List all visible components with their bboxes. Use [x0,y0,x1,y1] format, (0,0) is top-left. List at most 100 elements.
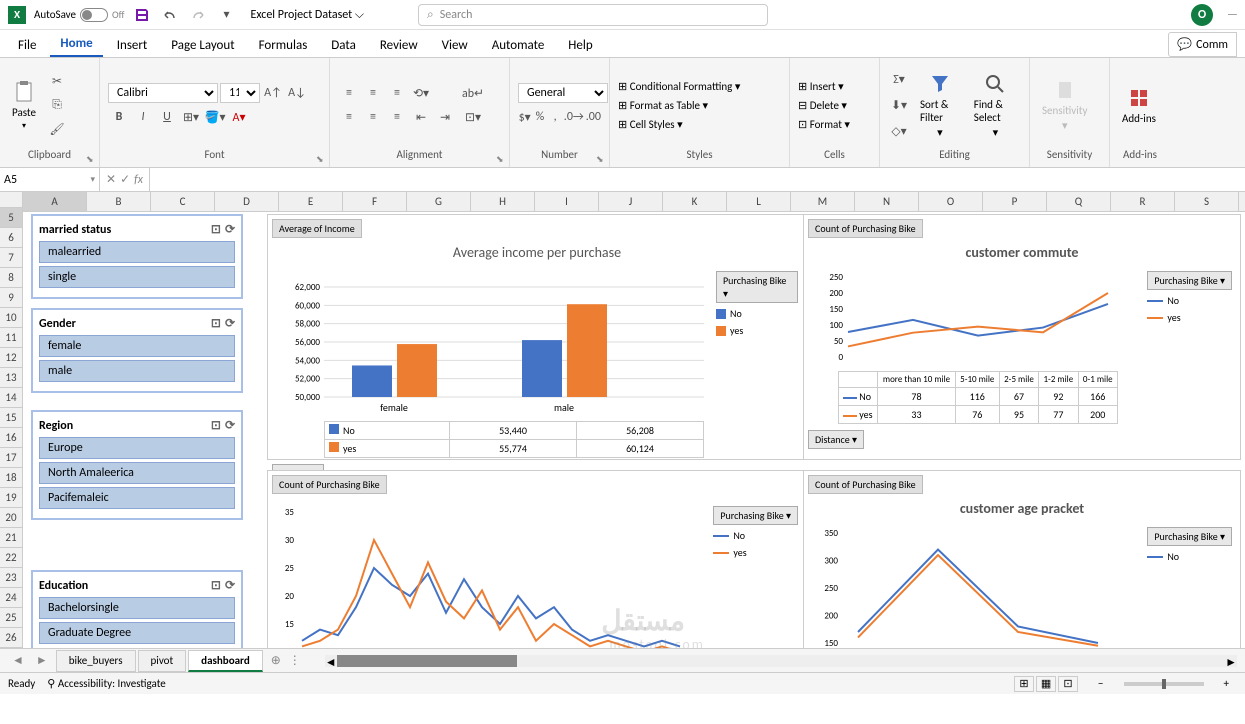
conditional-formatting-button[interactable]: ⊞ Conditional Formatting ▾ [618,80,740,93]
col-header[interactable]: N [855,192,919,211]
row-header[interactable]: 6 [0,228,22,248]
slicer-item[interactable]: Bachelorsingle [39,597,235,619]
select-all-corner[interactable] [0,192,23,208]
copy-icon[interactable]: ⎘ [46,95,68,115]
formula-input[interactable] [150,168,1245,191]
chart-line-commute[interactable]: Count of Purchasing Bike customer commut… [803,214,1241,460]
increase-font-icon[interactable]: A↑ [262,83,284,103]
clear-filter-icon[interactable]: ⟳ [225,418,235,433]
align-top-icon[interactable]: ≡ [338,83,360,103]
indent-increase-icon[interactable]: ⇥ [434,107,456,127]
italic-button[interactable]: I [132,107,154,127]
decimal-decrease-icon[interactable]: .00 [586,107,601,127]
enter-formula-icon[interactable]: ✓ [120,172,130,187]
fx-icon[interactable]: fx [134,173,143,187]
tab-insert[interactable]: Insert [107,34,158,57]
col-header[interactable]: L [727,192,791,211]
file-name[interactable]: Excel Project Dataset ⌵ [244,6,370,24]
decimal-increase-icon[interactable]: .0→ [564,107,584,127]
paste-button[interactable]: Paste ▾ [8,76,40,135]
row-header[interactable]: 21 [0,528,22,548]
row-header[interactable]: 20 [0,508,22,528]
row-header[interactable]: 26 [0,628,22,648]
percent-icon[interactable]: % [533,107,546,127]
decrease-font-icon[interactable]: A↓ [286,83,308,103]
slicer-item[interactable]: Pacifemaleic [39,487,235,509]
row-header[interactable]: 5 [0,208,22,228]
row-header[interactable]: 22 [0,548,22,568]
sheet-divider-icon[interactable]: ⋮ [289,653,301,668]
clear-filter-icon[interactable]: ⟳ [225,316,235,331]
row-header[interactable]: 7 [0,248,22,268]
save-icon[interactable] [132,5,152,25]
font-size-select[interactable]: 11 [220,83,260,103]
slicer[interactable]: Education ⊡⟳BachelorsingleGraduate Degre… [31,570,243,648]
col-header[interactable]: E [279,192,343,211]
align-right-icon[interactable]: ≡ [386,107,408,127]
sheet-tab-pivot[interactable]: pivot [138,650,187,672]
zoom-in-icon[interactable]: + [1224,677,1229,690]
fill-icon[interactable]: ⬇▾ [888,95,910,115]
col-header[interactable]: A [23,192,87,211]
tab-view[interactable]: View [432,34,478,57]
slicer-item[interactable]: malearried [39,241,235,263]
legend-filter-button[interactable]: Purchasing Bike ▾ [716,271,798,303]
clipboard-launcher-icon[interactable]: ⬊ [86,154,96,164]
row-header[interactable]: 25 [0,608,22,628]
legend-filter-button[interactable]: Purchasing Bike ▾ [1147,527,1232,546]
align-bottom-icon[interactable]: ≡ [386,83,408,103]
horizontal-scrollbar[interactable]: ◄ ► [325,655,1237,667]
row-header[interactable]: 18 [0,468,22,488]
slicer-item[interactable]: Graduate Degree [39,622,235,644]
multi-select-icon[interactable]: ⊡ [211,222,221,237]
tab-data[interactable]: Data [321,34,366,57]
align-center-icon[interactable]: ≡ [362,107,384,127]
row-header[interactable]: 15 [0,408,22,428]
slicer[interactable]: Region ⊡⟳EuropeNorth AmaleericaPacifemal… [31,410,243,520]
toggle-off-icon[interactable] [80,8,108,22]
comments-button[interactable]: 💬 Comm [1168,32,1237,57]
currency-icon[interactable]: $▾ [518,107,531,127]
indent-decrease-icon[interactable]: ⇤ [410,107,432,127]
row-header[interactable]: 13 [0,368,22,388]
border-icon[interactable]: ⊞▾ [180,107,202,127]
addins-button[interactable]: Add-ins [1118,82,1160,129]
col-header[interactable]: B [87,192,151,211]
user-avatar[interactable]: O [1191,4,1213,26]
row-header[interactable]: 11 [0,328,22,348]
row-header[interactable]: 23 [0,568,22,588]
format-cells-button[interactable]: ⊡ Format ▾ [798,118,850,131]
row-header[interactable]: 17 [0,448,22,468]
row-header[interactable]: 12 [0,348,22,368]
multi-select-icon[interactable]: ⊡ [211,418,221,433]
chart-bar[interactable]: Average of Income Average income per pur… [267,214,807,460]
row-header[interactable]: 19 [0,488,22,508]
accessibility-status[interactable]: ⚲ Accessibility: Investigate [47,677,165,690]
tab-automate[interactable]: Automate [482,34,555,57]
autosum-icon[interactable]: Σ▾ [888,69,910,89]
orientation-icon[interactable]: ⟲▾ [410,83,432,103]
filter-button[interactable]: Distance ▾ [808,430,864,449]
search-input[interactable]: ⌕ Search [418,4,768,26]
qat-dropdown-icon[interactable]: ▾ [216,5,236,25]
slicer-item[interactable]: Europe [39,437,235,459]
format-as-table-button[interactable]: ⊞ Format as Table ▾ [618,99,740,112]
col-header[interactable]: R [1111,192,1175,211]
insert-cells-button[interactable]: ⊞ Insert ▾ [798,80,850,93]
bold-button[interactable]: B [108,107,130,127]
legend-filter-button[interactable]: Purchasing Bike ▾ [1147,271,1232,290]
font-name-select[interactable]: Calibri [108,83,218,103]
chart-line-age[interactable]: Count of Purchasing Bike customer age pr… [803,470,1241,648]
format-painter-icon[interactable]: 🖌 [46,119,68,139]
cut-icon[interactable]: ✂ [46,71,68,91]
normal-view-icon[interactable]: ⊞ [1014,676,1034,692]
font-launcher-icon[interactable]: ⬊ [316,154,326,164]
sheet-nav-prev-icon[interactable]: ◄ [8,653,28,668]
cancel-formula-icon[interactable]: ✕ [106,172,116,187]
col-header[interactable]: I [535,192,599,211]
row-header[interactable]: 16 [0,428,22,448]
row-header[interactable]: 24 [0,588,22,608]
sort-filter-button[interactable]: Sort & Filter▾ [916,68,964,143]
autosave-toggle[interactable]: AutoSave Off [34,8,124,22]
col-header[interactable]: F [343,192,407,211]
